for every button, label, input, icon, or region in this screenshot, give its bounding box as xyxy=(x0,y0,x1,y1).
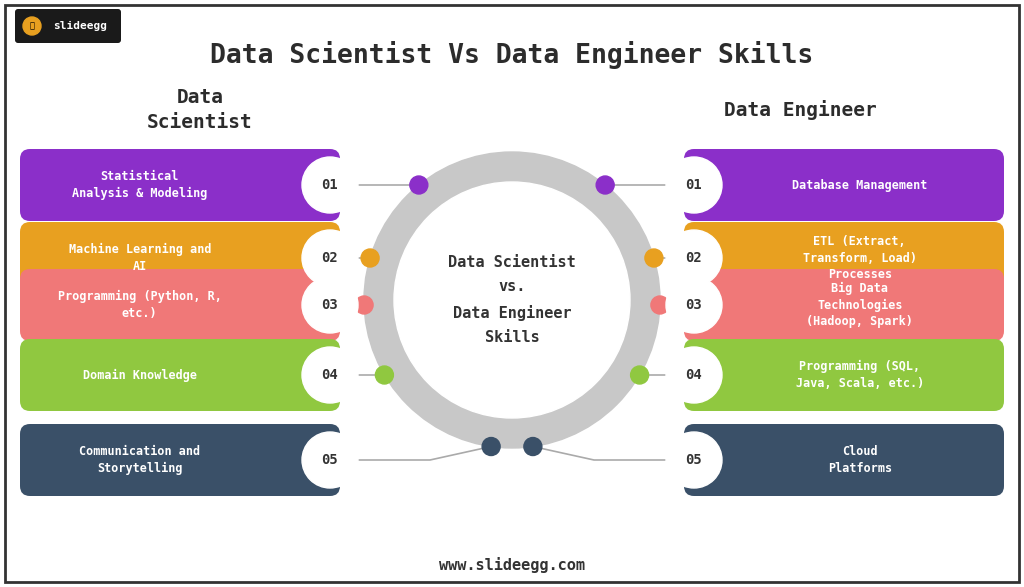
Circle shape xyxy=(666,230,722,286)
Text: 03: 03 xyxy=(322,298,338,312)
FancyBboxPatch shape xyxy=(20,149,340,221)
FancyBboxPatch shape xyxy=(20,269,340,341)
Circle shape xyxy=(302,347,358,403)
FancyBboxPatch shape xyxy=(684,339,1004,411)
Circle shape xyxy=(394,182,630,418)
Circle shape xyxy=(666,157,722,213)
Text: Database Management: Database Management xyxy=(793,178,928,191)
Text: 01: 01 xyxy=(322,178,338,192)
Text: 04: 04 xyxy=(322,368,338,382)
Text: 02: 02 xyxy=(322,251,338,265)
Circle shape xyxy=(23,17,41,35)
Circle shape xyxy=(376,366,393,384)
Circle shape xyxy=(302,432,358,488)
Circle shape xyxy=(651,296,669,314)
Circle shape xyxy=(410,176,428,194)
Text: Machine Learning and
AI: Machine Learning and AI xyxy=(69,243,211,273)
Text: Programming (Python, R,
etc.): Programming (Python, R, etc.) xyxy=(58,290,222,320)
Circle shape xyxy=(355,296,373,314)
Text: 05: 05 xyxy=(686,453,702,467)
Text: 🥚: 🥚 xyxy=(30,22,35,31)
Text: Statistical
Analysis & Modeling: Statistical Analysis & Modeling xyxy=(72,170,208,200)
Circle shape xyxy=(596,176,614,194)
Text: Programming (SQL,
Java, Scala, etc.): Programming (SQL, Java, Scala, etc.) xyxy=(796,360,924,390)
Text: www.slideegg.com: www.slideegg.com xyxy=(439,557,585,573)
FancyBboxPatch shape xyxy=(684,149,1004,221)
Circle shape xyxy=(302,277,358,333)
Circle shape xyxy=(524,437,542,456)
Circle shape xyxy=(666,277,722,333)
Text: Data Scientist Vs Data Engineer Skills: Data Scientist Vs Data Engineer Skills xyxy=(210,41,814,69)
Text: 04: 04 xyxy=(686,368,702,382)
Text: Data Engineer: Data Engineer xyxy=(724,100,877,120)
Text: 03: 03 xyxy=(686,298,702,312)
Text: 05: 05 xyxy=(322,453,338,467)
Text: 02: 02 xyxy=(686,251,702,265)
Text: Big Data
Technologies
(Hadoop, Spark): Big Data Technologies (Hadoop, Spark) xyxy=(806,282,913,328)
Circle shape xyxy=(645,249,663,267)
Text: 01: 01 xyxy=(686,178,702,192)
Circle shape xyxy=(302,157,358,213)
Text: Communication and
Storytelling: Communication and Storytelling xyxy=(79,445,201,475)
FancyBboxPatch shape xyxy=(684,424,1004,496)
Text: Data Scientist
vs.
Data Engineer
Skills: Data Scientist vs. Data Engineer Skills xyxy=(449,255,575,345)
Circle shape xyxy=(361,249,379,267)
Circle shape xyxy=(364,152,660,448)
Circle shape xyxy=(666,432,722,488)
FancyBboxPatch shape xyxy=(15,9,121,43)
Circle shape xyxy=(666,347,722,403)
FancyBboxPatch shape xyxy=(20,339,340,411)
Text: slideegg: slideegg xyxy=(53,21,106,31)
Text: ETL (Extract,
Transform, Load)
Processes: ETL (Extract, Transform, Load) Processes xyxy=(803,235,916,281)
Text: Domain Knowledge: Domain Knowledge xyxy=(83,369,197,382)
Circle shape xyxy=(631,366,648,384)
FancyBboxPatch shape xyxy=(20,424,340,496)
Circle shape xyxy=(482,437,500,456)
Text: Data
Scientist: Data Scientist xyxy=(147,88,253,132)
FancyBboxPatch shape xyxy=(20,222,340,294)
Circle shape xyxy=(302,230,358,286)
Text: Cloud
Platforms: Cloud Platforms xyxy=(827,446,892,475)
FancyBboxPatch shape xyxy=(684,269,1004,341)
FancyBboxPatch shape xyxy=(684,222,1004,294)
